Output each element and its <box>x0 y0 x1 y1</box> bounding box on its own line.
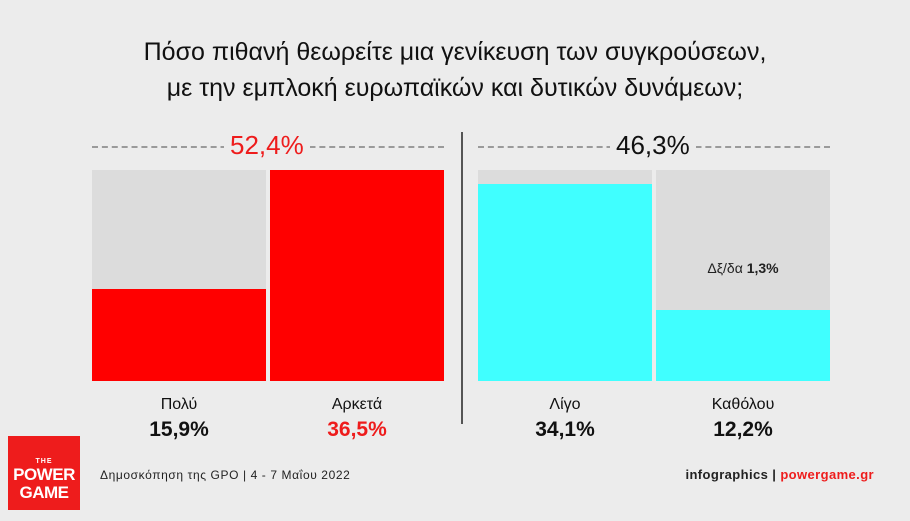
group-1-total: 52,4% <box>224 128 310 162</box>
footer-credit: infographics | powergame.gr <box>685 467 874 482</box>
footer-source: Δημοσκόπηση της GPO | 4 - 7 Μαΐου 2022 <box>100 468 351 482</box>
bar-arketa <box>270 170 444 381</box>
value-label-poly: 15,9% <box>149 418 209 441</box>
footer-infographics: infographics <box>685 467 769 482</box>
category-label-katholou: Καθόλου <box>711 396 775 413</box>
undecided-annotation: Δξ/δα 1,3% <box>656 260 830 276</box>
undecided-value: 1,3% <box>746 260 779 276</box>
footer-separator: | <box>772 467 777 482</box>
logo-game: GAME <box>19 483 70 502</box>
value-label-ligo: 34,1% <box>535 418 595 441</box>
category-label-ligo: Λίγο <box>549 396 581 413</box>
group-divider <box>461 132 463 424</box>
footer-site: powergame.gr <box>780 467 874 482</box>
chart-title: Πόσο πιθανή θεωρείτε μια γενίκευση των σ… <box>0 34 910 106</box>
chart-title-line-1: Πόσο πιθανή θεωρείτε μια γενίκευση των σ… <box>143 38 767 66</box>
category-label-arketa: Αρκετά <box>331 396 383 413</box>
undecided-label: Δξ/δα <box>707 260 743 276</box>
power-game-logo: THE POWER GAME <box>8 436 80 510</box>
group-2-total: 46,3% <box>610 128 696 162</box>
logo-the: THE <box>35 458 53 465</box>
bar-poly <box>92 289 266 381</box>
category-label-poly: Πολύ <box>160 396 198 413</box>
value-label-arketa: 36,5% <box>327 418 387 441</box>
bar-katholou <box>656 310 830 381</box>
bar-ligo <box>478 184 652 381</box>
logo-power: POWER <box>13 465 75 484</box>
value-label-katholou: 12,2% <box>713 418 773 441</box>
chart-title-line-2: με την εμπλοκή ευρωπαϊκών και δυτικών δυ… <box>166 74 744 102</box>
